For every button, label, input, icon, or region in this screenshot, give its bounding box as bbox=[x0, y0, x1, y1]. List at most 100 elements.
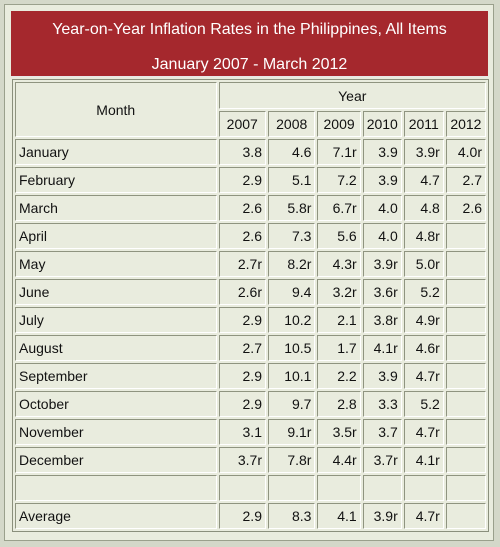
table-row: June 2.6r 9.4 3.2r 3.6r 5.2 bbox=[15, 279, 486, 305]
page-title: Year-on-Year Inflation Rates in the Phil… bbox=[52, 21, 447, 38]
table-cell: 3.6r bbox=[362, 279, 402, 305]
table-cell bbox=[445, 475, 486, 501]
table-cell bbox=[445, 307, 486, 333]
table-cell: 6.7r bbox=[317, 195, 361, 221]
table-cell: 4.0 bbox=[362, 195, 402, 221]
row-label: February bbox=[15, 167, 217, 193]
table-cell: 2.9 bbox=[218, 167, 266, 193]
table-cell: 3.7r bbox=[362, 447, 402, 473]
table-cell: 8.2r bbox=[267, 251, 316, 277]
table-cell bbox=[317, 475, 361, 501]
table-cell: 2.9 bbox=[218, 363, 266, 389]
table-cell: 2.6 bbox=[445, 195, 486, 221]
table-cell bbox=[403, 475, 444, 501]
year-header-2012: 2012 bbox=[445, 111, 486, 137]
table-cell: 2.1 bbox=[317, 307, 361, 333]
table-cell: 4.9r bbox=[403, 307, 444, 333]
table-cell: 3.9 bbox=[362, 139, 402, 165]
year-header-2008: 2008 bbox=[267, 111, 316, 137]
table-cell: 2.2 bbox=[317, 363, 361, 389]
table-cell bbox=[445, 447, 486, 473]
table-cell: 5.2 bbox=[403, 279, 444, 305]
table-cell: 4.8r bbox=[403, 223, 444, 249]
average-row: Average 2.9 8.3 4.1 3.9r 4.7r bbox=[15, 503, 486, 529]
year-header-2007: 2007 bbox=[218, 111, 266, 137]
table-cell: 10.1 bbox=[267, 363, 316, 389]
table-cell: 2.6 bbox=[218, 223, 266, 249]
table-row: May 2.7r 8.2r 4.3r 3.9r 5.0r bbox=[15, 251, 486, 277]
table-cell: 8.3 bbox=[267, 503, 316, 529]
table-cell: 3.9r bbox=[362, 251, 402, 277]
table-cell: 4.3r bbox=[317, 251, 361, 277]
table-cell: 3.9r bbox=[403, 139, 444, 165]
row-label bbox=[15, 475, 217, 501]
table-cell bbox=[218, 475, 266, 501]
row-label: September bbox=[15, 363, 217, 389]
table-cell: 3.9r bbox=[362, 503, 402, 529]
table-cell: 3.1 bbox=[218, 419, 266, 445]
table-cell bbox=[362, 475, 402, 501]
table-cell: 9.7 bbox=[267, 391, 316, 417]
row-label: May bbox=[15, 251, 217, 277]
table-cell: 2.7 bbox=[218, 335, 266, 361]
table-cell: 3.7r bbox=[218, 447, 266, 473]
row-label: Average bbox=[15, 503, 217, 529]
row-label: July bbox=[15, 307, 217, 333]
table-cell bbox=[445, 223, 486, 249]
year-header-2011: 2011 bbox=[403, 111, 444, 137]
table-cell bbox=[445, 391, 486, 417]
table-row: April 2.6 7.3 5.6 4.0 4.8r bbox=[15, 223, 486, 249]
row-label: January bbox=[15, 139, 217, 165]
table-cell: 7.8r bbox=[267, 447, 316, 473]
table-cell: 5.6 bbox=[317, 223, 361, 249]
table-cell: 2.6 bbox=[218, 195, 266, 221]
title-bar: Year-on-Year Inflation Rates in the Phil… bbox=[11, 11, 488, 77]
table-cell: 7.1r bbox=[317, 139, 361, 165]
table-cell: 2.9 bbox=[218, 307, 266, 333]
table-cell: 4.7r bbox=[403, 419, 444, 445]
table-cell bbox=[445, 419, 486, 445]
table-cell: 4.4r bbox=[317, 447, 361, 473]
table-cell: 3.8r bbox=[362, 307, 402, 333]
table-body: January 3.8 4.6 7.1r 3.9 3.9r 4.0r February 2.9 5… bbox=[15, 139, 486, 529]
table-row: December 3.7r 7.8r 4.4r 3.7r 4.1r bbox=[15, 447, 486, 473]
table-cell: 5.8r bbox=[267, 195, 316, 221]
table-cell: 1.7 bbox=[317, 335, 361, 361]
row-label: March bbox=[15, 195, 217, 221]
table-cell: 9.4 bbox=[267, 279, 316, 305]
year-header-2010: 2010 bbox=[362, 111, 402, 137]
table-row: January 3.8 4.6 7.1r 3.9 3.9r 4.0r bbox=[15, 139, 486, 165]
table-cell: 10.5 bbox=[267, 335, 316, 361]
table-cell: 7.2 bbox=[317, 167, 361, 193]
table-cell: 4.0r bbox=[445, 139, 486, 165]
table-cell: 4.1r bbox=[403, 447, 444, 473]
table-cell: 3.2r bbox=[317, 279, 361, 305]
table-cell: 2.8 bbox=[317, 391, 361, 417]
table-cell: 4.6r bbox=[403, 335, 444, 361]
table-row: July 2.9 10.2 2.1 3.8r 4.9r bbox=[15, 307, 486, 333]
table-cell: 3.8 bbox=[218, 139, 266, 165]
table-cell: 2.9 bbox=[218, 391, 266, 417]
table-row: August 2.7 10.5 1.7 4.1r 4.6r bbox=[15, 335, 486, 361]
table-cell: 4.7r bbox=[403, 503, 444, 529]
month-column-header: Month bbox=[15, 82, 217, 137]
table-cell: 7.3 bbox=[267, 223, 316, 249]
table-cell: 4.7 bbox=[403, 167, 444, 193]
table-row-spacer bbox=[15, 475, 486, 501]
table-cell: 4.8 bbox=[403, 195, 444, 221]
table-cell: 5.0r bbox=[403, 251, 444, 277]
table-cell: 5.2 bbox=[403, 391, 444, 417]
table-cell bbox=[445, 279, 486, 305]
table-cell: 5.1 bbox=[267, 167, 316, 193]
table-row: October 2.9 9.7 2.8 3.3 5.2 bbox=[15, 391, 486, 417]
table-cell: 4.1r bbox=[362, 335, 402, 361]
row-label: June bbox=[15, 279, 217, 305]
years-header-row: 2007 2008 2009 2010 2011 2012 bbox=[15, 111, 486, 137]
table-cell: 10.2 bbox=[267, 307, 316, 333]
table-cell: 3.7 bbox=[362, 419, 402, 445]
year-column-group-header: Year bbox=[218, 82, 486, 109]
row-label: November bbox=[15, 419, 217, 445]
inflation-table: Month Year 2007 2008 2009 2010 2011 2012 Janu… bbox=[12, 79, 489, 532]
year-header-2009: 2009 bbox=[317, 111, 361, 137]
table-row: March 2.6 5.8r 6.7r 4.0 4.8 2.6 bbox=[15, 195, 486, 221]
